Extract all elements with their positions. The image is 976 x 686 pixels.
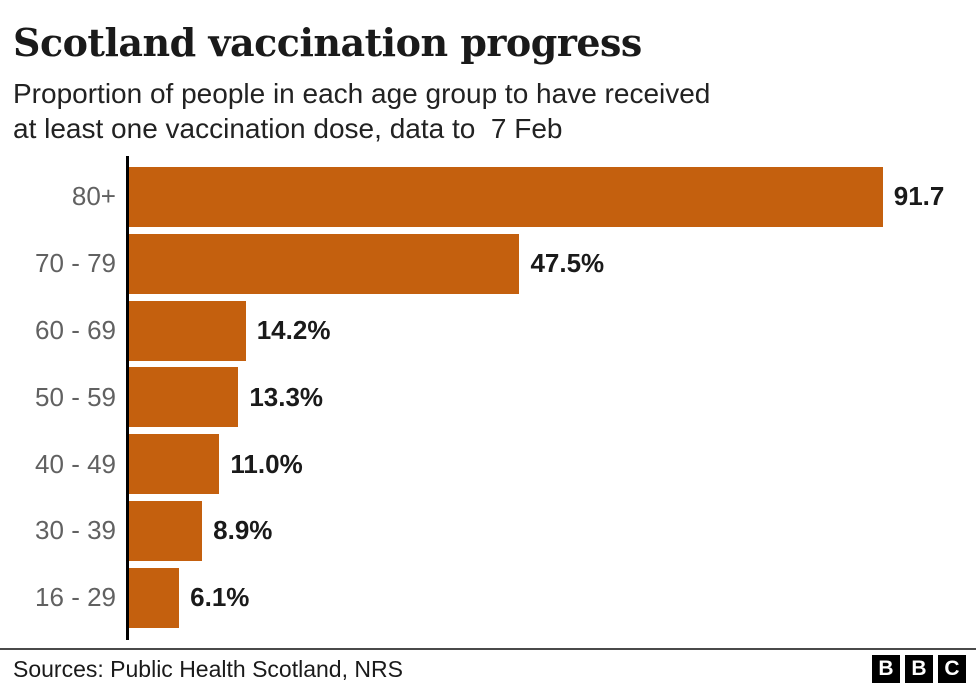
bbc-logo-block: B [872,655,900,683]
category-label: 70 - 79 [35,248,116,279]
subtitle-line-1: Proportion of people in each age group t… [13,77,711,109]
bar-row: 16 - 29 6.1% [0,564,976,631]
category-label: 60 - 69 [35,315,116,346]
sources-text: Sources: Public Health Scotland, NRS [13,655,403,682]
bar [129,166,883,227]
value-label: 6.1% [190,582,250,613]
bar-track: 14.2% [129,297,951,364]
bar [129,567,180,628]
bar [129,233,520,294]
subtitle-line-2: at least one vaccination dose, data to 7… [13,112,563,144]
bar [129,367,239,428]
bar-track: 8.9% [129,498,951,565]
y-axis-line [126,155,129,641]
category-label: 16 - 29 [35,582,116,613]
bar-track: 11.0% [129,431,951,498]
bar-chart: 80+ 91.7 70 - 79 47.5% 60 - 69 14.2% 50 … [0,155,976,641]
value-label: 13.3% [249,381,324,412]
value-label: 47.5% [530,248,605,279]
bar-rows: 80+ 91.7 70 - 79 47.5% 60 - 69 14.2% 50 … [0,164,976,632]
bar [129,434,220,495]
bar-row: 50 - 59 13.3% [0,364,976,431]
bar-track: 13.3% [129,364,951,431]
chart-subtitle: Proportion of people in each age group t… [13,76,963,146]
value-label: 8.9% [213,515,273,546]
category-label: 50 - 59 [35,381,116,412]
value-label: 91.7 [893,181,945,212]
chart-title: Scotland vaccination progress [13,20,642,65]
category-label: 30 - 39 [35,515,116,546]
bbc-logo-block: B [905,655,933,683]
bar [129,500,203,561]
bar-track: 6.1% [129,564,951,631]
bar [129,300,246,361]
category-label: 40 - 49 [35,448,116,479]
bar-row: 30 - 39 8.9% [0,498,976,565]
bar-track: 91.7 [129,164,951,231]
bar-track: 47.5% [129,230,951,297]
value-label: 11.0% [230,448,303,479]
category-label: 80+ [71,181,116,212]
bbc-logo-block: C [938,655,966,683]
value-label: 14.2% [256,315,331,346]
chart-header: Scotland vaccination progress Proportion… [0,0,976,146]
bar-row: 70 - 79 47.5% [0,230,976,297]
bar-row: 60 - 69 14.2% [0,297,976,364]
bar-row: 40 - 49 11.0% [0,431,976,498]
bar-row: 80+ 91.7 [0,164,976,231]
